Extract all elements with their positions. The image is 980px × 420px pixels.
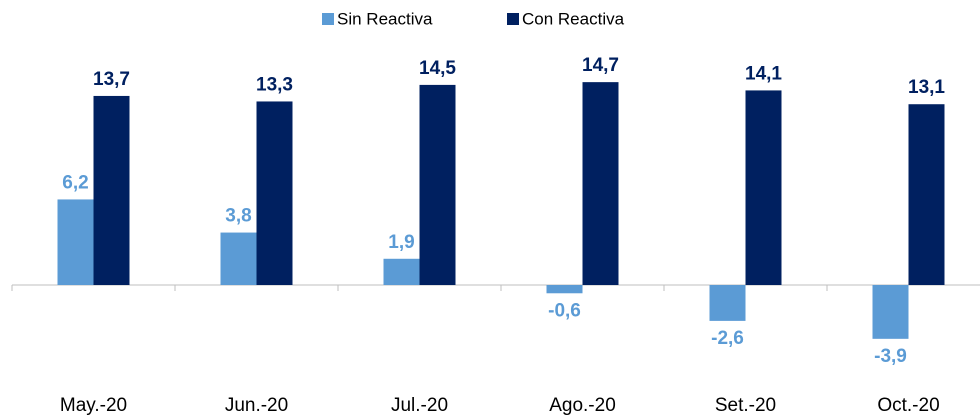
- x-tick-label: Ago.-20: [549, 395, 616, 416]
- bar: [872, 285, 909, 339]
- legend-swatch: [322, 13, 334, 25]
- bar: [582, 82, 619, 285]
- x-tick-label: Oct.-20: [877, 395, 939, 416]
- bar: [709, 285, 746, 321]
- x-tick-label: Set.-20: [715, 395, 776, 416]
- bar: [546, 285, 583, 294]
- x-tick-label: May.-20: [60, 395, 127, 416]
- bar: [419, 84, 456, 286]
- bar: [220, 232, 257, 285]
- data-label: 14,7: [582, 55, 619, 76]
- data-label: -3,9: [874, 346, 907, 367]
- legend-label: Sin Reactiva: [337, 9, 433, 28]
- x-tick-label: Jun.-20: [225, 395, 288, 416]
- data-label: -2,6: [711, 328, 744, 349]
- data-label: 6,2: [62, 172, 88, 193]
- bar: [256, 101, 293, 286]
- data-label: 3,8: [225, 206, 251, 227]
- legend-label: Con Reactiva: [522, 9, 625, 28]
- data-label: 13,7: [93, 69, 130, 90]
- bar: [745, 90, 782, 285]
- bar: [57, 199, 94, 285]
- bar: [383, 258, 420, 285]
- data-label: 14,5: [419, 58, 456, 79]
- data-label: -0,6: [548, 300, 581, 321]
- data-label: 1,9: [388, 232, 414, 253]
- bar: [908, 104, 945, 285]
- data-label: 13,1: [908, 77, 945, 98]
- x-tick-label: Jul.-20: [391, 395, 448, 416]
- bar: [93, 95, 130, 285]
- data-label: 14,1: [745, 63, 782, 84]
- legend-swatch: [507, 13, 519, 25]
- data-label: 13,3: [256, 74, 293, 95]
